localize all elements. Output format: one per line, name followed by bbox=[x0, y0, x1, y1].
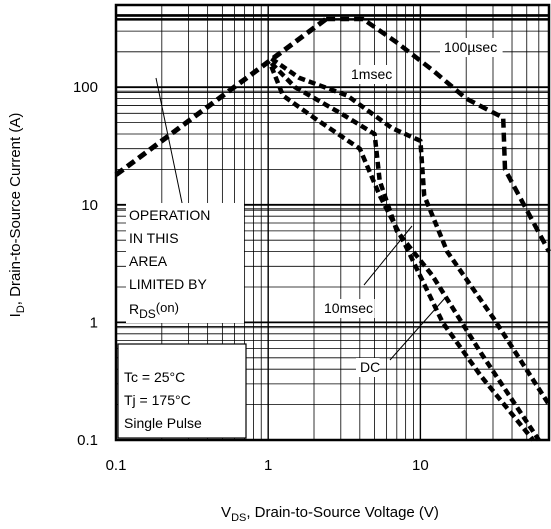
rds-on-label: RDS(on) bbox=[129, 300, 179, 321]
operation-area-line-1: OPERATION bbox=[129, 207, 210, 223]
operation-area-bg bbox=[126, 203, 244, 323]
label-1msec-bg bbox=[347, 65, 394, 84]
x-axis-title-rest: , Drain-to-Source Voltage (V) bbox=[246, 504, 439, 521]
rds-on-main: R bbox=[129, 301, 139, 317]
y-tick-label: 100 bbox=[73, 79, 98, 96]
label-10msec: 10msec bbox=[324, 300, 373, 316]
label-100usec: 100µsec bbox=[444, 39, 497, 55]
rds-on-sub: DS bbox=[139, 307, 156, 321]
x-axis-title-main: V bbox=[221, 504, 231, 521]
x-tick-label: 1 bbox=[264, 457, 272, 474]
label-100usec-bg bbox=[440, 38, 503, 57]
y-axis-title-rest: , Drain-to-Source Current (A) bbox=[7, 113, 24, 306]
chart-series bbox=[114, 16, 551, 442]
y-axis-ticks: 0.1 1 10 100 bbox=[73, 79, 98, 449]
rds-on-limit-line bbox=[114, 16, 328, 177]
operation-area-leader bbox=[155, 77, 187, 223]
label-dc-bg bbox=[356, 358, 380, 377]
label-10msec-bg bbox=[320, 299, 375, 318]
series-10msec bbox=[269, 61, 541, 442]
condition-tj: Tj = 175°C bbox=[124, 392, 191, 408]
rds-on-rest: (on) bbox=[156, 300, 179, 315]
y-axis-title: ID, Drain-to-Source Current (A) bbox=[7, 113, 27, 318]
label-dc-leader bbox=[389, 297, 446, 361]
conditions-box bbox=[117, 343, 247, 439]
y-tick-label: 0.1 bbox=[77, 432, 98, 449]
condition-pulse: Single Pulse bbox=[124, 415, 202, 431]
operation-area-line-2: IN THIS bbox=[129, 230, 179, 246]
x-tick-label: 10 bbox=[412, 457, 429, 474]
chart-annotations: 100µsec 1msec 10msec DC OPERATION IN THIS AREA… bbox=[117, 38, 503, 439]
label-dc: DC bbox=[360, 359, 380, 375]
condition-tc: Tc = 25°C bbox=[124, 369, 185, 385]
x-axis-title: VDS, Drain-to-Source Voltage (V) bbox=[221, 504, 439, 524]
y-axis-title-sub: D bbox=[15, 305, 27, 313]
x-axis-ticks: 0.1 1 10 bbox=[106, 457, 429, 474]
label-1msec: 1msec bbox=[351, 66, 392, 82]
operation-area-line-4: LIMITED BY bbox=[129, 276, 207, 292]
x-tick-label: 0.1 bbox=[106, 457, 127, 474]
y-tick-label: 1 bbox=[90, 314, 98, 331]
x-axis-title-sub: DS bbox=[231, 512, 246, 524]
label-10msec-leader bbox=[363, 225, 413, 286]
operation-area-line-3: AREA bbox=[129, 253, 168, 269]
series-100usec bbox=[326, 16, 551, 253]
y-axis-title-main: I bbox=[7, 313, 24, 317]
y-tick-label: 10 bbox=[81, 197, 98, 214]
series-1msec bbox=[270, 56, 551, 406]
plot-frame bbox=[114, 3, 551, 442]
